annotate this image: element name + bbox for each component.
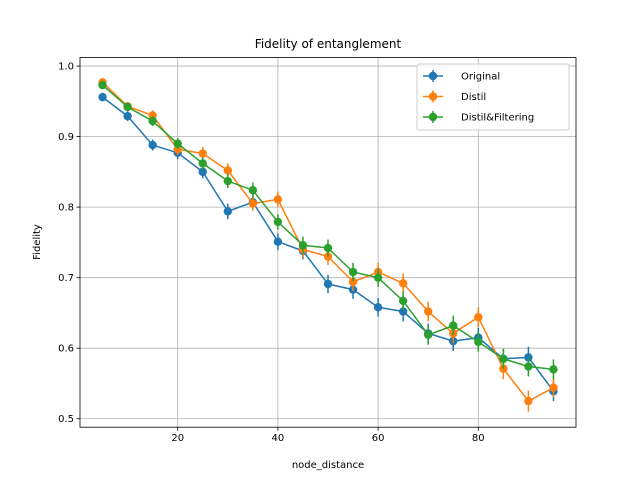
data-point bbox=[198, 149, 207, 158]
data-point bbox=[148, 116, 157, 126]
y-tick-label: 0.7 bbox=[58, 273, 74, 284]
data-point bbox=[398, 296, 408, 306]
x-tick-label: 20 bbox=[171, 433, 184, 444]
data-point bbox=[248, 199, 258, 208]
legend-label: Distil&Filtering bbox=[461, 113, 534, 124]
data-point bbox=[549, 383, 558, 392]
data-point bbox=[273, 217, 283, 227]
data-point bbox=[123, 111, 132, 121]
legend: Original Distil Distil&Filtering bbox=[416, 63, 570, 131]
data-point bbox=[298, 241, 308, 250]
data-point bbox=[398, 307, 408, 316]
data-point bbox=[424, 307, 433, 316]
legend-box bbox=[416, 63, 570, 131]
data-point bbox=[98, 80, 107, 90]
data-point bbox=[198, 167, 207, 177]
data-point bbox=[474, 337, 483, 347]
data-point bbox=[273, 195, 283, 204]
data-point bbox=[524, 396, 533, 406]
y-tick-label: 0.9 bbox=[58, 132, 74, 143]
legend-marker bbox=[428, 71, 438, 81]
data-point bbox=[348, 267, 358, 277]
series-distil-filtering bbox=[98, 80, 558, 380]
y-tick-label: 0.8 bbox=[58, 203, 74, 214]
y-axis-label: Fidelity bbox=[32, 224, 43, 260]
legend-label: Original bbox=[461, 72, 500, 83]
data-point bbox=[449, 321, 458, 330]
data-point bbox=[173, 139, 182, 148]
legend-marker bbox=[428, 112, 438, 122]
legend-label: Distil bbox=[461, 92, 486, 103]
data-point bbox=[123, 102, 132, 112]
data-point bbox=[223, 166, 232, 175]
data-point bbox=[373, 303, 383, 312]
series-layer bbox=[98, 78, 558, 412]
data-point bbox=[499, 354, 508, 363]
data-point bbox=[223, 176, 232, 186]
x-tick-label: 60 bbox=[372, 433, 385, 444]
data-point bbox=[474, 312, 483, 322]
data-point bbox=[323, 243, 333, 253]
chart-title: Fidelity of entanglement bbox=[255, 37, 402, 51]
data-point bbox=[524, 362, 533, 371]
data-point bbox=[198, 159, 207, 168]
data-point bbox=[549, 365, 558, 374]
data-point bbox=[424, 330, 433, 339]
plot-frame bbox=[79, 57, 577, 428]
x-tick-label: 40 bbox=[272, 433, 285, 444]
data-point bbox=[348, 277, 358, 287]
y-tick-label: 1.0 bbox=[58, 62, 74, 73]
data-point bbox=[373, 273, 383, 282]
legend-marker bbox=[428, 92, 438, 101]
x-tick-label: 80 bbox=[472, 433, 485, 444]
y-tick-label: 0.5 bbox=[58, 414, 74, 425]
data-point bbox=[148, 140, 157, 150]
x-axis-label: node_distance bbox=[292, 460, 364, 471]
y-tick-label: 0.6 bbox=[58, 344, 74, 355]
data-point bbox=[398, 279, 408, 288]
ticks: 20 40 60 80 0.5 0.6 0.7 0.8 0.9 1.0 bbox=[58, 62, 485, 445]
data-point bbox=[273, 237, 283, 246]
data-point bbox=[248, 186, 258, 195]
data-point bbox=[223, 207, 232, 216]
data-point bbox=[323, 279, 333, 289]
data-point bbox=[98, 92, 107, 102]
